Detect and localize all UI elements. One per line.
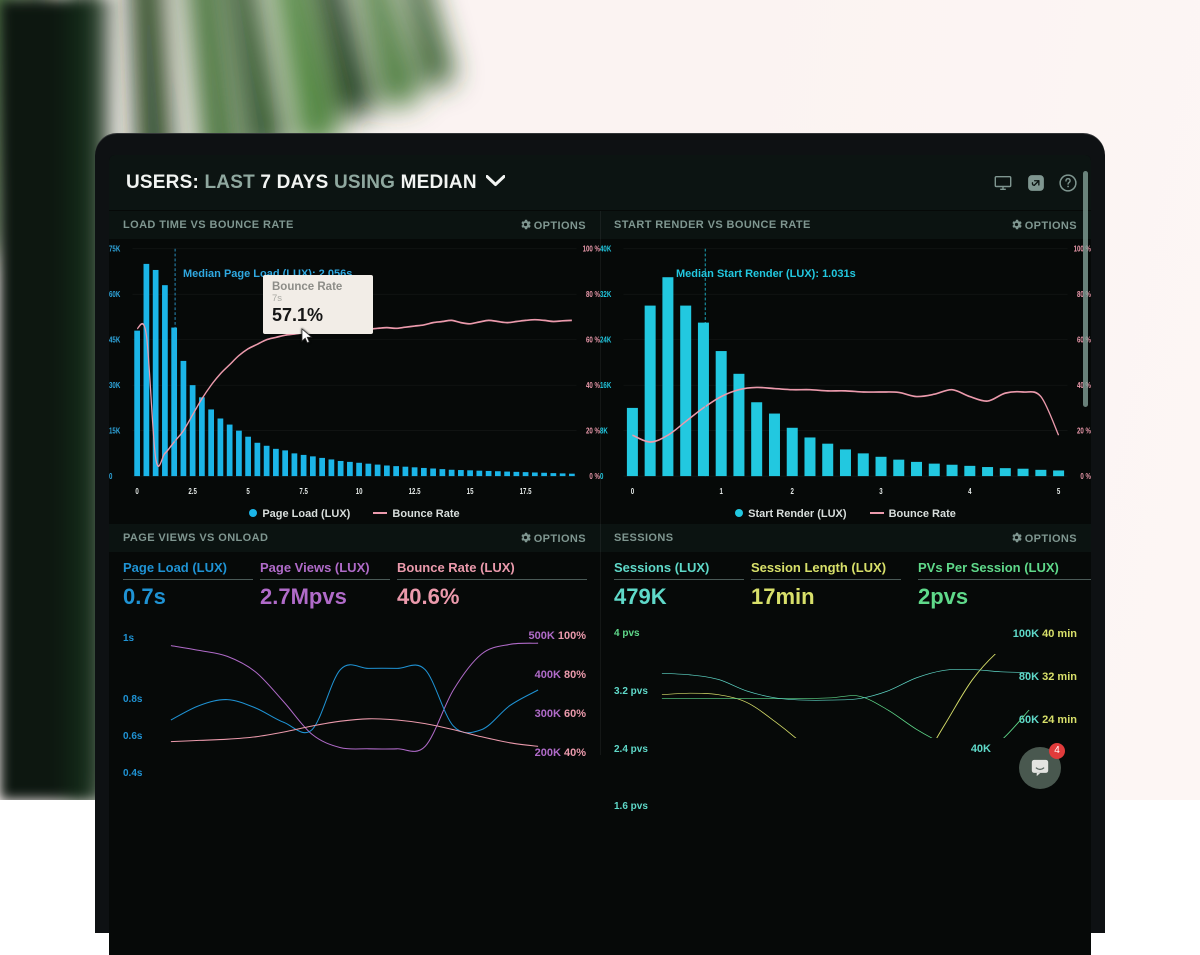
svg-text:24K: 24K [600,335,612,345]
svg-text:7.5: 7.5 [299,486,308,496]
svg-text:32K: 32K [600,289,612,299]
svg-text:5: 5 [1057,486,1060,496]
svg-text:10: 10 [356,486,363,496]
svg-text:5: 5 [246,486,249,496]
svg-text:40K: 40K [600,244,612,254]
svg-text:4: 4 [968,486,972,496]
svg-text:20 %: 20 % [1077,425,1091,435]
svg-text:45K: 45K [109,335,121,345]
svg-text:0 %: 0 % [589,471,600,481]
svg-text:1: 1 [720,486,723,496]
svg-text:15K: 15K [109,425,121,435]
svg-text:30K: 30K [109,380,121,390]
svg-text:0: 0 [135,486,138,496]
svg-text:20 %: 20 % [586,425,600,435]
svg-text:40 %: 40 % [586,380,600,390]
svg-text:17.5: 17.5 [520,486,532,496]
svg-text:2.5: 2.5 [188,486,197,496]
svg-text:0 %: 0 % [1080,471,1091,481]
svg-text:75K: 75K [109,244,121,254]
svg-text:2: 2 [791,486,794,496]
svg-text:0: 0 [109,471,112,481]
svg-text:80 %: 80 % [586,289,600,299]
svg-text:15: 15 [467,486,474,496]
svg-text:12.5: 12.5 [409,486,421,496]
svg-text:8K: 8K [600,425,608,435]
svg-text:60 %: 60 % [586,335,600,345]
svg-text:16K: 16K [600,380,612,390]
svg-text:3: 3 [879,486,882,496]
svg-text:60K: 60K [109,289,121,299]
svg-text:0: 0 [631,486,634,496]
svg-text:100 %: 100 % [583,244,601,254]
